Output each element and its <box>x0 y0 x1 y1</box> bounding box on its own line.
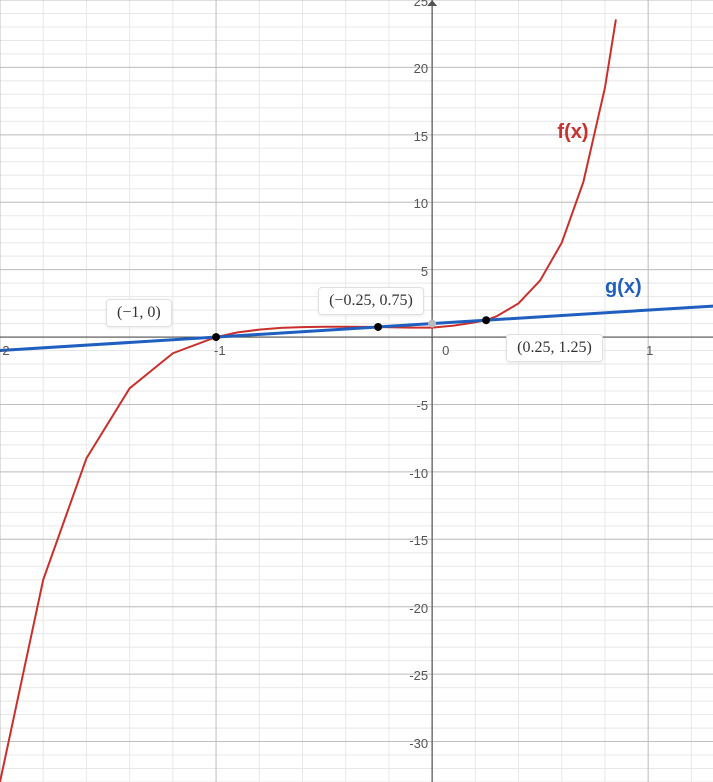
marked-point <box>482 316 490 324</box>
axis-tick-label: -10 <box>392 466 428 481</box>
function-label: g(x) <box>605 276 642 299</box>
axis-tick-label: 0 <box>442 343 449 358</box>
axis-tick-label: -5 <box>392 398 428 413</box>
point-label: (−1, 0) <box>106 299 172 327</box>
axis-tick-label: -20 <box>392 601 428 616</box>
axis-tick-label: 10 <box>392 196 428 211</box>
function-graph: -2 -1 1 -30 -25 -20 -15 -10 -5 0 5 10 15 20 25 (−1, 0) (… <box>0 0 713 782</box>
point-label: (−0.25, 0.75) <box>318 287 424 315</box>
axis-tick-label: 15 <box>392 129 428 144</box>
axis-tick-label: 1 <box>646 343 653 358</box>
axis-tick-label: 25 <box>392 0 428 9</box>
axis-tick-label: 5 <box>392 264 428 279</box>
axis-tick-label: 20 <box>392 61 428 76</box>
point-label: (0.25, 1.25) <box>506 334 603 362</box>
axis-tick-label: -15 <box>392 533 428 548</box>
marked-point <box>428 320 436 328</box>
axis-tick-label: -1 <box>214 343 226 358</box>
function-label: f(x) <box>557 121 588 144</box>
axis-tick-label: -2 <box>0 343 10 358</box>
axis-tick-label: -25 <box>392 668 428 683</box>
axis-tick-label: -30 <box>392 736 428 751</box>
marked-point <box>374 323 382 331</box>
marked-point <box>212 333 220 341</box>
chart-svg <box>0 0 713 782</box>
